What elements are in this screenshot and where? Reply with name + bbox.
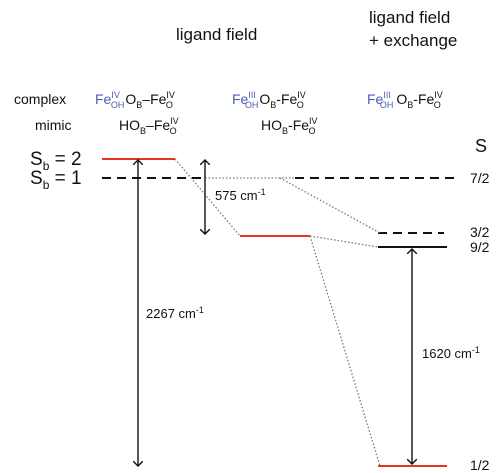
state-label-sb2: Sb = 2	[30, 149, 82, 173]
energy-label-2267: 2267 cm-1	[146, 305, 204, 321]
spin-label-3-2: 3/2	[470, 224, 490, 240]
energy-label-575: 575 cm-1	[215, 187, 266, 203]
spin-label-1-2: 1/2	[470, 457, 490, 473]
spin-label-9-2: 9/2	[470, 239, 490, 255]
header-ligand-field: ligand field	[176, 25, 257, 44]
complex-formula-2: FeIII OHOB-FeIV O	[232, 90, 306, 110]
row-label-mimic: mimic	[35, 117, 72, 133]
spin-label-7-2: 7/2	[470, 170, 490, 186]
energy-label-1620: 1620 cm-1	[422, 345, 480, 361]
row-label-complex: complex	[14, 91, 66, 107]
correlation-lines	[174, 158, 381, 467]
complex-formula-3: FeIII OH OB-FeIV O	[367, 90, 443, 110]
mimic-formula-2: HOB-FeIV O	[261, 116, 318, 136]
spin-header: S	[475, 136, 487, 156]
header-ligand-exchange-line2: + exchange	[369, 31, 457, 50]
header-ligand-exchange-line1: ligand field	[369, 8, 450, 27]
mimic-formula-1: HOB–FeIV O	[119, 116, 179, 136]
state-label-sb1: Sb = 1	[30, 168, 82, 192]
complex-formula-1: FeIV OHOB–FeIV O	[95, 90, 175, 110]
